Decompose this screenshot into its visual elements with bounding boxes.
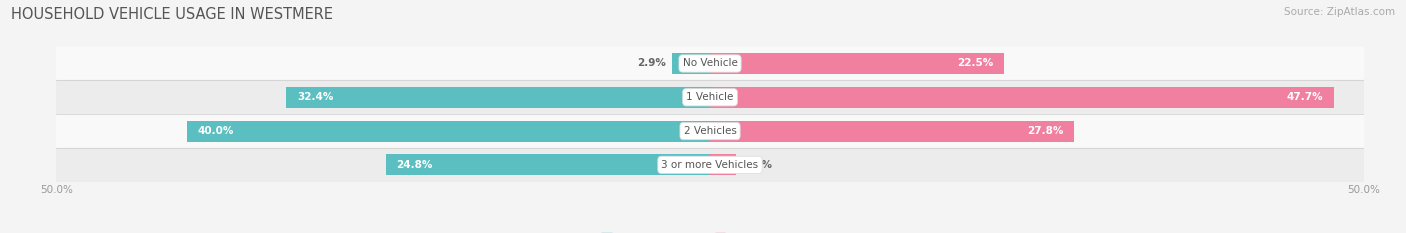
Text: 2 Vehicles: 2 Vehicles	[683, 126, 737, 136]
Text: 1 Vehicle: 1 Vehicle	[686, 92, 734, 102]
Bar	[672, 53, 710, 74]
Text: 24.8%: 24.8%	[396, 160, 433, 170]
Bar	[710, 87, 1334, 108]
Bar	[56, 114, 1364, 148]
Text: 32.4%: 32.4%	[297, 92, 333, 102]
Bar	[56, 47, 1364, 80]
Text: 2.9%: 2.9%	[637, 58, 665, 69]
Bar	[710, 121, 1074, 141]
Bar	[56, 148, 1364, 182]
Legend: Owner-occupied, Renter-occupied: Owner-occupied, Renter-occupied	[598, 229, 823, 233]
Text: 22.5%: 22.5%	[957, 58, 994, 69]
Bar	[287, 87, 710, 108]
Bar	[710, 154, 737, 175]
Bar	[187, 121, 710, 141]
Bar	[710, 53, 1004, 74]
Text: HOUSEHOLD VEHICLE USAGE IN WESTMERE: HOUSEHOLD VEHICLE USAGE IN WESTMERE	[11, 7, 333, 22]
Text: 27.8%: 27.8%	[1026, 126, 1063, 136]
Text: 40.0%: 40.0%	[197, 126, 233, 136]
Text: 3 or more Vehicles: 3 or more Vehicles	[661, 160, 759, 170]
Text: Source: ZipAtlas.com: Source: ZipAtlas.com	[1284, 7, 1395, 17]
Bar	[385, 154, 710, 175]
Text: 2.0%: 2.0%	[742, 160, 772, 170]
Bar	[56, 80, 1364, 114]
Text: 47.7%: 47.7%	[1286, 92, 1323, 102]
Text: No Vehicle: No Vehicle	[682, 58, 738, 69]
